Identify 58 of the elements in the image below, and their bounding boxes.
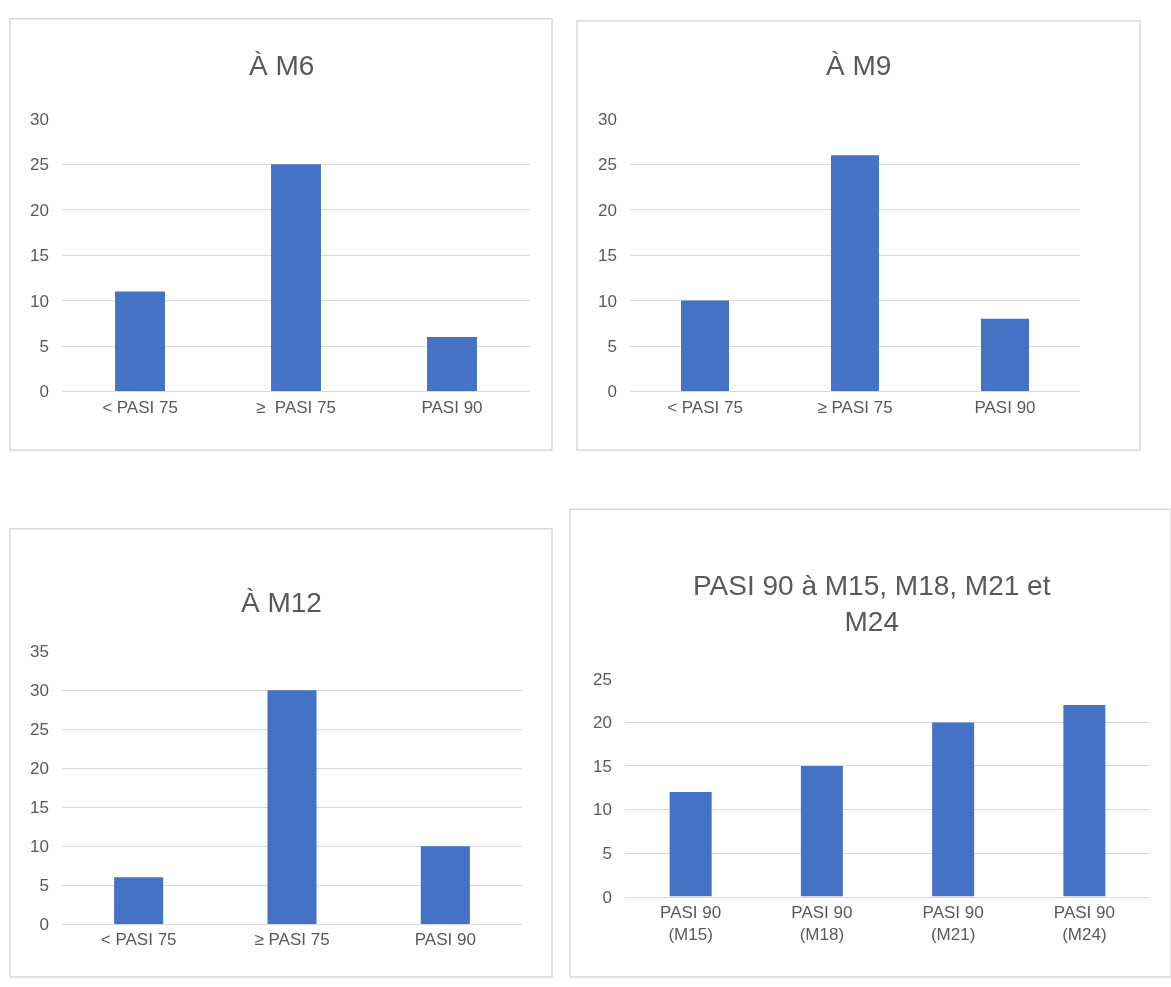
bar bbox=[800, 765, 843, 897]
bar bbox=[115, 291, 165, 392]
bar bbox=[981, 318, 1029, 392]
x-tick-label: PASI 90 (M18) bbox=[791, 902, 853, 945]
y-tick-label: 5 bbox=[39, 337, 49, 356]
y-tick-label: 20 bbox=[598, 200, 617, 220]
y-tick-label: 10 bbox=[598, 291, 617, 311]
x-tick-label: ≥ PASI 75 bbox=[256, 397, 336, 417]
y-tick-label: 25 bbox=[30, 720, 49, 740]
x-tick-label: < PASI 75 bbox=[102, 397, 178, 417]
y-tick-label: 20 bbox=[30, 200, 49, 220]
bar bbox=[669, 792, 712, 897]
y-tick-label: 0 bbox=[602, 887, 612, 907]
y-tick-label: 30 bbox=[598, 109, 617, 129]
y-tick-label: 20 bbox=[593, 713, 612, 733]
y-tick-label: 15 bbox=[30, 246, 49, 266]
x-tick-label: ≥ PASI 75 bbox=[817, 397, 893, 417]
bar bbox=[831, 155, 879, 392]
y-tick-label: 0 bbox=[607, 382, 617, 402]
bar bbox=[1063, 704, 1106, 897]
y-tick-label: 20 bbox=[30, 759, 49, 779]
bar bbox=[271, 164, 321, 392]
bar bbox=[267, 690, 317, 925]
y-tick-label: 10 bbox=[30, 291, 49, 311]
y-tick-label: 0 bbox=[39, 382, 49, 402]
x-tick-label: < PASI 75 bbox=[100, 930, 177, 950]
chart-title: À M12 bbox=[241, 587, 322, 618]
x-tick-label: PASI 90 (M21) bbox=[922, 902, 984, 945]
y-tick-label: 5 bbox=[39, 876, 49, 896]
bar bbox=[427, 336, 477, 392]
y-tick-label: 10 bbox=[30, 837, 49, 857]
y-tick-label: 15 bbox=[598, 246, 617, 266]
x-tick-label: PASI 90 (M24) bbox=[1053, 902, 1115, 945]
y-tick-label: 25 bbox=[598, 155, 617, 175]
y-tick-label: 15 bbox=[593, 756, 612, 776]
bar bbox=[932, 722, 975, 897]
y-tick-label: 15 bbox=[30, 798, 49, 818]
y-tick-label: 25 bbox=[30, 155, 49, 175]
x-tick-label: ≥ PASI 75 bbox=[254, 930, 330, 950]
bar bbox=[420, 846, 470, 925]
x-tick-label: PASI 90 bbox=[421, 397, 483, 417]
y-tick-label: 0 bbox=[39, 914, 49, 934]
x-tick-label: < PASI 75 bbox=[667, 397, 743, 417]
y-tick-label: 5 bbox=[607, 337, 617, 356]
y-tick-label: 25 bbox=[593, 669, 612, 689]
chart-title: À M6 bbox=[249, 50, 315, 81]
bar bbox=[681, 300, 729, 392]
x-tick-label: PASI 90 bbox=[414, 930, 476, 950]
x-tick-label: PASI 90 (M15) bbox=[660, 902, 722, 945]
bar bbox=[114, 877, 164, 925]
x-tick-label: PASI 90 bbox=[974, 397, 1036, 417]
chart-title: À M9 bbox=[826, 50, 892, 81]
y-tick-label: 5 bbox=[602, 843, 612, 863]
y-tick-label: 10 bbox=[593, 800, 612, 820]
y-tick-label: 35 bbox=[30, 642, 49, 662]
chart-title: PASI 90 à M15, M18, M21 et M24 bbox=[693, 570, 1051, 638]
y-tick-label: 30 bbox=[30, 109, 49, 129]
y-tick-label: 30 bbox=[30, 681, 49, 701]
